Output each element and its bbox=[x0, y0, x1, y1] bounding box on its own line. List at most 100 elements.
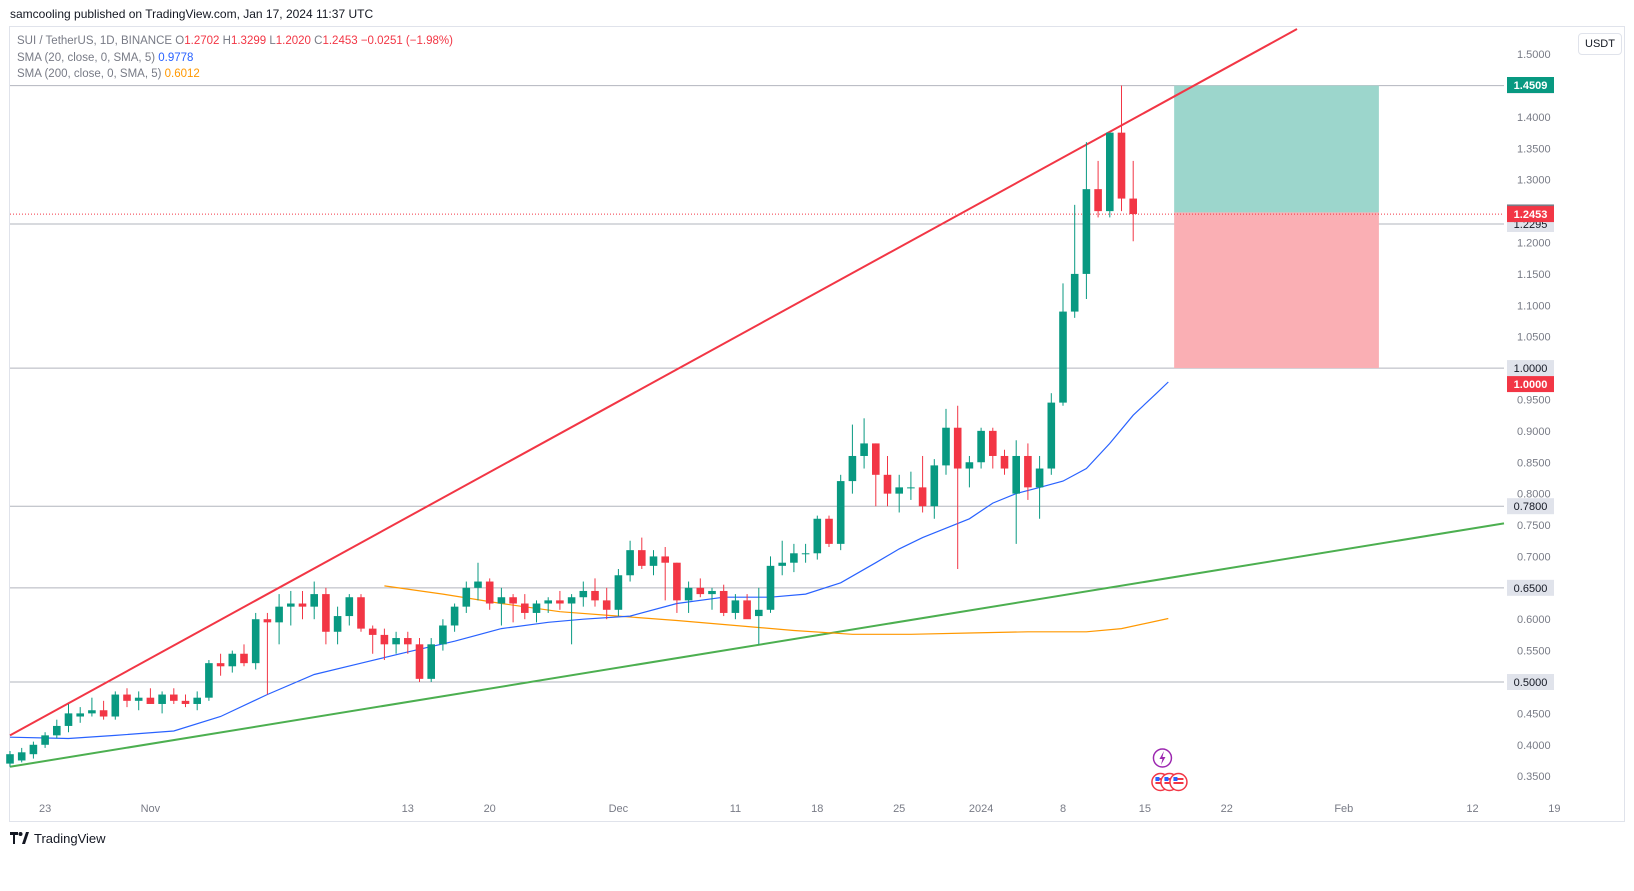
candle[interactable] bbox=[953, 405, 962, 569]
candle[interactable] bbox=[860, 418, 868, 469]
candle[interactable] bbox=[743, 594, 751, 620]
candle[interactable] bbox=[1000, 449, 1009, 475]
candle[interactable] bbox=[1059, 283, 1067, 406]
candle[interactable] bbox=[602, 587, 611, 620]
candle[interactable] bbox=[485, 578, 494, 610]
candle[interactable] bbox=[53, 719, 61, 739]
currency-button[interactable]: USDT bbox=[1578, 33, 1622, 55]
candle[interactable] bbox=[427, 638, 435, 682]
candle[interactable] bbox=[661, 547, 669, 601]
candle[interactable] bbox=[848, 424, 857, 494]
candle[interactable] bbox=[872, 443, 880, 507]
candle[interactable] bbox=[1117, 85, 1126, 212]
candle[interactable] bbox=[813, 515, 822, 560]
candle[interactable] bbox=[790, 543, 798, 573]
candle[interactable] bbox=[544, 597, 552, 613]
candle[interactable] bbox=[88, 697, 96, 717]
candle[interactable] bbox=[310, 581, 318, 620]
candle[interactable] bbox=[17, 747, 26, 763]
candle[interactable] bbox=[1082, 142, 1091, 300]
candle[interactable] bbox=[836, 474, 845, 551]
candle[interactable] bbox=[333, 606, 342, 645]
candle[interactable] bbox=[287, 590, 295, 626]
candle[interactable] bbox=[673, 562, 681, 613]
candle[interactable] bbox=[497, 587, 506, 626]
candle[interactable] bbox=[614, 568, 623, 617]
candle[interactable] bbox=[626, 540, 634, 582]
candle[interactable] bbox=[392, 631, 400, 654]
candle[interactable] bbox=[298, 590, 307, 620]
candle[interactable] bbox=[193, 691, 201, 711]
candle[interactable] bbox=[404, 631, 412, 654]
candle[interactable] bbox=[766, 556, 775, 613]
candle[interactable] bbox=[895, 474, 903, 513]
stop-zone[interactable] bbox=[1174, 212, 1379, 369]
candle[interactable] bbox=[1129, 160, 1137, 242]
candle[interactable] bbox=[731, 594, 740, 620]
candle[interactable] bbox=[942, 408, 950, 475]
candle[interactable] bbox=[556, 590, 564, 610]
candle[interactable] bbox=[883, 455, 892, 507]
candle[interactable] bbox=[591, 578, 599, 607]
candle[interactable] bbox=[567, 594, 576, 645]
candle[interactable] bbox=[918, 455, 927, 513]
candle[interactable] bbox=[450, 603, 459, 632]
candle[interactable] bbox=[778, 540, 786, 576]
candle[interactable] bbox=[1012, 440, 1020, 544]
candle[interactable] bbox=[415, 638, 424, 682]
candle[interactable] bbox=[99, 700, 108, 720]
candle[interactable] bbox=[205, 660, 213, 701]
candle[interactable] bbox=[825, 515, 833, 548]
candle[interactable] bbox=[228, 650, 237, 673]
candle[interactable] bbox=[368, 625, 377, 654]
candle[interactable] bbox=[76, 707, 84, 723]
candle[interactable] bbox=[977, 427, 985, 469]
candle[interactable] bbox=[41, 732, 49, 748]
candle[interactable] bbox=[64, 703, 73, 733]
candle[interactable] bbox=[1024, 443, 1032, 500]
candle[interactable] bbox=[1106, 132, 1114, 218]
candle[interactable] bbox=[439, 619, 447, 651]
candle[interactable] bbox=[801, 543, 810, 563]
candle[interactable] bbox=[521, 594, 529, 620]
candle[interactable] bbox=[251, 612, 260, 670]
candle[interactable] bbox=[181, 694, 190, 708]
candle[interactable] bbox=[380, 628, 389, 661]
us-flag-event-icon[interactable] bbox=[1169, 772, 1188, 792]
candle[interactable] bbox=[907, 471, 915, 500]
candle[interactable] bbox=[989, 427, 997, 469]
candle[interactable] bbox=[275, 594, 283, 645]
sma200-line[interactable] bbox=[384, 585, 1169, 635]
support-trendline[interactable] bbox=[9, 522, 1505, 768]
candle[interactable] bbox=[965, 455, 974, 488]
candle[interactable] bbox=[462, 581, 471, 613]
candle[interactable] bbox=[111, 691, 120, 720]
candle[interactable] bbox=[649, 550, 658, 576]
candle[interactable] bbox=[579, 581, 588, 607]
footer-brand[interactable]: TradingView bbox=[34, 830, 106, 846]
legend-sma20-row[interactable]: SMA (20, close, 0, SMA, 5) 0.9778 bbox=[17, 50, 453, 67]
candle[interactable] bbox=[719, 584, 728, 617]
candle[interactable] bbox=[532, 600, 541, 623]
candle[interactable] bbox=[357, 594, 365, 632]
target-zone[interactable] bbox=[1174, 85, 1379, 213]
candle[interactable] bbox=[1047, 393, 1056, 475]
candle[interactable] bbox=[6, 751, 14, 767]
candle[interactable] bbox=[1035, 455, 1044, 519]
lightning-event-icon[interactable] bbox=[1152, 748, 1173, 768]
candle[interactable] bbox=[240, 644, 248, 667]
candle[interactable] bbox=[1070, 204, 1079, 318]
candle[interactable] bbox=[1094, 160, 1102, 218]
candle[interactable] bbox=[345, 594, 354, 626]
candle[interactable] bbox=[474, 562, 482, 601]
tradingview-logo-icon[interactable] bbox=[10, 832, 30, 844]
candle[interactable] bbox=[638, 537, 646, 569]
candle[interactable] bbox=[146, 688, 155, 704]
candle[interactable] bbox=[708, 587, 716, 610]
legend-sma200-row[interactable]: SMA (200, close, 0, SMA, 5) 0.6012 bbox=[17, 66, 453, 83]
candle[interactable] bbox=[509, 594, 517, 623]
candle[interactable] bbox=[322, 587, 330, 645]
candle[interactable] bbox=[216, 653, 225, 676]
candle[interactable] bbox=[755, 587, 763, 645]
